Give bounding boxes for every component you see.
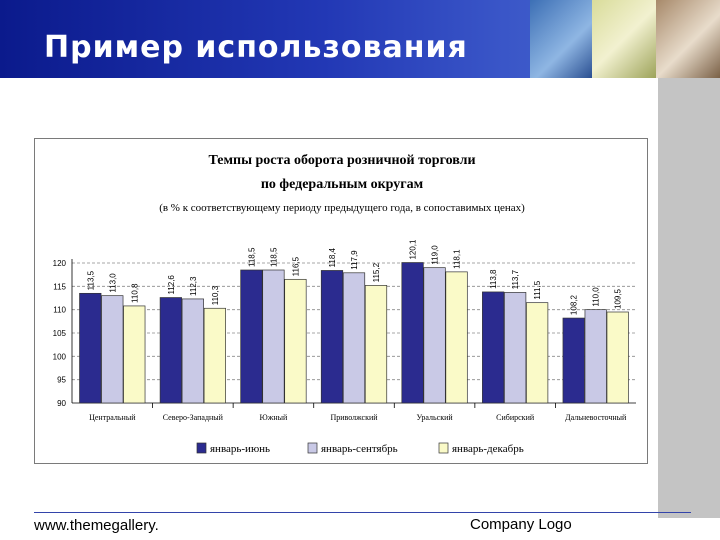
bar [181,298,204,404]
bar-value-label: 110,3 [211,285,220,305]
legend-label: январь-декабрь [452,443,524,455]
slide-title: Пример использования [44,30,468,65]
bar-value-label: 113,0 [108,273,117,293]
bar-value-label: 120,1 [409,239,418,260]
x-tick-label: Уральский [416,413,453,422]
x-tick-label: Северо-Западный [163,413,224,422]
bar-value-label: 113,5 [86,270,95,290]
bar-chart: Темпы роста оборота розничной торговли по… [53,153,636,455]
bar-value-label: 109,5 [614,288,623,309]
bar-value-label: 115,2 [372,262,381,282]
y-tick-label: 110 [53,306,66,315]
bar [445,271,468,404]
bar-value-label: 108,2 [570,294,579,315]
footer-company-logo: Company Logo [470,516,572,533]
bar-value-label: 110,8 [130,283,139,303]
legend-swatch [196,442,207,454]
chart-title: Темпы роста оборота розничной торговли [208,153,475,168]
bar [504,292,527,404]
bar [284,278,307,404]
x-tick-label: Приволжский [330,413,378,422]
legend-label: январь-июнь [210,443,270,455]
bar-value-label: 118,5 [269,247,278,267]
footer-divider [34,512,691,513]
x-tick-label: Южный [260,413,289,422]
y-tick-label: 95 [57,376,66,385]
bar [101,295,124,404]
bar [364,285,388,404]
bar-value-label: 112,3 [189,276,198,296]
bar [482,291,505,404]
bar [342,272,366,404]
bar [240,269,263,404]
bar-value-label: 111,5 [533,280,542,299]
bar [606,311,629,404]
chart-subtitle: (в % к соответствующему периоду предыдущ… [159,202,525,214]
legend-swatch [438,442,449,454]
bar [79,292,102,404]
bar [262,269,285,404]
y-tick-label: 105 [53,329,67,338]
header-photo-globe [530,0,592,78]
bar-value-label: 118,1 [453,249,462,269]
x-tick-label: Центральный [89,413,136,422]
bar-value-label: 119,0 [431,245,440,265]
bar-value-label: 118,4 [328,247,337,267]
y-tick-label: 120 [53,259,67,268]
y-tick-label: 115 [53,282,66,291]
header-photo-pen [656,0,720,78]
right-sidebar [658,78,720,518]
y-tick-label: 90 [57,399,66,408]
bar [159,297,182,404]
bar [423,267,446,404]
bar [203,307,226,404]
legend-label: январь-сентябрь [321,443,398,455]
chart-container: Темпы роста оборота розничной торговли по… [34,138,648,464]
bar [401,262,424,404]
bar [584,309,607,404]
header-photo-coins [592,0,656,78]
header-photo-strip [530,0,720,78]
bar-value-label: 113,8 [489,269,498,289]
bar-value-label: 116,5 [291,256,300,276]
bar-value-label: 117,9 [350,250,359,270]
x-tick-label: Сибирский [496,413,535,422]
bar [123,305,146,404]
bar [526,302,549,404]
bar-value-label: 110,0 [592,287,601,307]
chart-title-line2: по федеральным округам [261,177,424,192]
bar-value-label: 118,5 [247,247,256,267]
bar-value-label: 112,6 [167,275,176,295]
bar [562,317,585,404]
footer-url[interactable]: www.themegallery. [34,517,159,534]
y-tick-label: 100 [53,352,67,361]
x-tick-label: Дальневосточный [565,413,627,422]
legend-swatch [307,442,318,454]
bar-value-label: 113,7 [511,269,520,289]
bar [320,270,344,404]
